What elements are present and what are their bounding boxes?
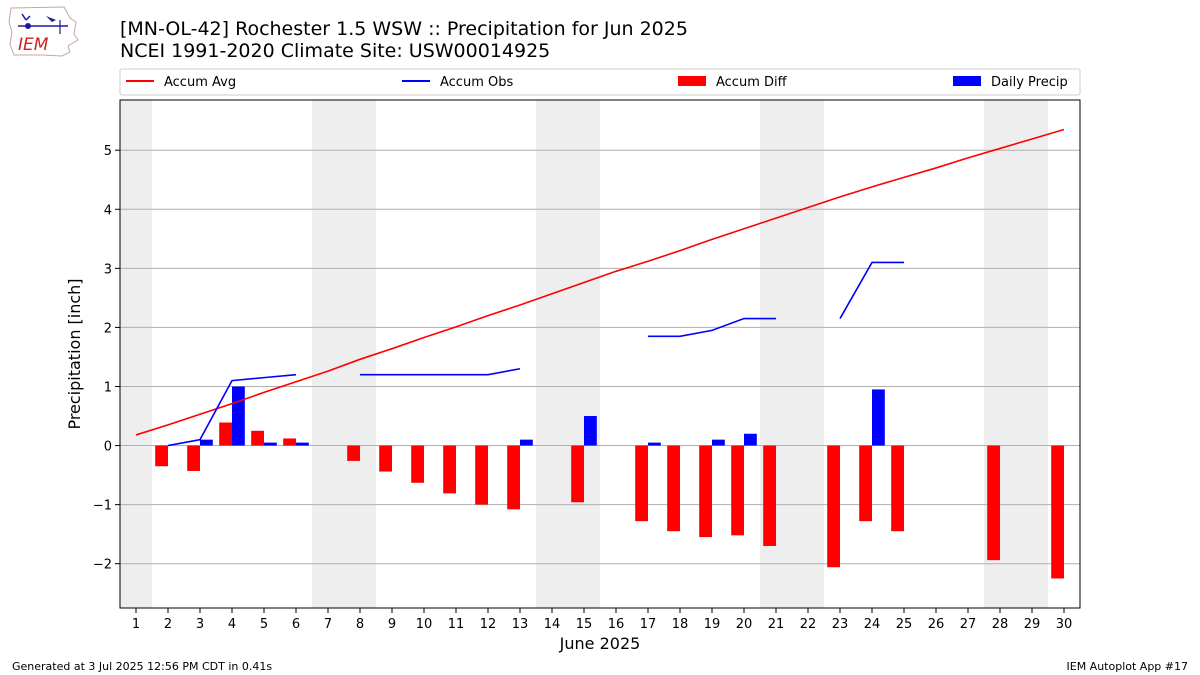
accum-diff-bar bbox=[475, 445, 488, 505]
accum-diff-bar bbox=[507, 445, 520, 510]
legend-box bbox=[119, 68, 1081, 96]
legend-label-avg: Accum Avg bbox=[164, 75, 236, 90]
x-tick-label: 6 bbox=[292, 617, 300, 632]
accum-obs-line bbox=[360, 367, 521, 376]
y-tick-label: 3 bbox=[104, 262, 112, 277]
x-tick-label: 4 bbox=[228, 617, 236, 632]
accum-diff-bar bbox=[763, 445, 776, 546]
y-tick-label: −2 bbox=[93, 558, 112, 573]
weekend-shade bbox=[120, 100, 152, 608]
chart-legend: Accum Avg Accum Obs Accum Diff Daily Precip bbox=[119, 68, 1081, 96]
x-tick-label: 19 bbox=[704, 617, 721, 632]
accum-diff-bar bbox=[987, 445, 1000, 561]
legend-label-diff: Accum Diff bbox=[716, 75, 788, 90]
accum-diff-bar bbox=[251, 430, 264, 446]
autoplot-app-label: IEM Autoplot App #17 bbox=[1066, 660, 1189, 673]
x-tick-label: 15 bbox=[576, 617, 593, 632]
x-tick-label: 10 bbox=[416, 617, 433, 632]
x-tick-label: 17 bbox=[640, 617, 657, 632]
accum-diff-bar bbox=[379, 445, 392, 472]
x-tick-label: 26 bbox=[928, 617, 945, 632]
accum-diff-bar bbox=[827, 445, 840, 568]
plot-frame bbox=[119, 99, 1081, 609]
daily-precip-bar bbox=[872, 389, 885, 446]
daily-precip-bar bbox=[264, 442, 277, 446]
y-axis-label: Precipitation [inch] bbox=[65, 278, 84, 429]
x-tick-label: 21 bbox=[768, 617, 785, 632]
daily-precip-bar bbox=[520, 439, 533, 446]
daily-precip-bar bbox=[200, 439, 213, 446]
daily-precip-bar bbox=[648, 442, 661, 446]
accum-diff-bar bbox=[731, 445, 744, 536]
accum-diff-bar bbox=[1051, 445, 1064, 579]
x-tick-label: 13 bbox=[512, 617, 529, 632]
chart-title-line1: [MN-OL-42] Rochester 1.5 WSW :: Precipit… bbox=[120, 18, 688, 40]
accum-diff-bar bbox=[443, 445, 456, 494]
x-axis-label: June 2025 bbox=[559, 634, 641, 653]
accum-diff-bar bbox=[187, 445, 200, 471]
x-tick-label: 24 bbox=[864, 617, 881, 632]
x-tick-label: 27 bbox=[960, 617, 977, 632]
daily-precip-bar bbox=[584, 416, 597, 446]
accum-diff-bar bbox=[891, 445, 904, 532]
x-tick-label: 16 bbox=[608, 617, 625, 632]
daily-precip-bar bbox=[296, 442, 309, 446]
legend-swatch-diff bbox=[678, 76, 706, 86]
iem-logo: IEM bbox=[8, 6, 79, 57]
y-tick-label: 5 bbox=[104, 144, 112, 159]
daily-precip-bar bbox=[712, 439, 725, 446]
x-tick-label: 1 bbox=[132, 617, 140, 632]
accum-obs-line bbox=[648, 317, 776, 338]
x-tick-label: 29 bbox=[1024, 617, 1041, 632]
daily-precip-bar bbox=[232, 386, 245, 446]
weekend-shade bbox=[536, 100, 600, 608]
accum-avg-line bbox=[135, 128, 1065, 436]
accum-obs-line bbox=[839, 261, 904, 319]
x-tick-label: 18 bbox=[672, 617, 689, 632]
svg-text:IEM: IEM bbox=[18, 35, 49, 55]
x-tick-label: 20 bbox=[736, 617, 753, 632]
x-tick-label: 3 bbox=[196, 617, 204, 632]
accum-diff-bar bbox=[155, 445, 168, 467]
x-tick-label: 14 bbox=[544, 617, 561, 632]
chart-title: [MN-OL-42] Rochester 1.5 WSW :: Precipit… bbox=[120, 18, 688, 62]
x-tick-label: 8 bbox=[356, 617, 364, 632]
generated-timestamp: Generated at 3 Jul 2025 12:56 PM CDT in … bbox=[12, 660, 273, 673]
chart-title-line2: NCEI 1991-2020 Climate Site: USW00014925 bbox=[120, 40, 551, 62]
x-tick-label: 7 bbox=[324, 617, 332, 632]
x-tick-label: 22 bbox=[800, 617, 817, 632]
accum-diff-bar bbox=[699, 445, 712, 538]
accum-diff-bar bbox=[635, 445, 648, 522]
y-tick-label: 0 bbox=[104, 440, 112, 455]
daily-precip-bar bbox=[744, 433, 757, 446]
x-tick-label: 12 bbox=[480, 617, 497, 632]
legend-swatch-daily bbox=[953, 76, 981, 86]
accum-diff-bar bbox=[859, 445, 872, 522]
accum-diff-bar bbox=[219, 422, 232, 446]
y-tick-label: −1 bbox=[93, 499, 112, 514]
accum-diff-bar bbox=[347, 445, 360, 461]
legend-label-obs: Accum Obs bbox=[440, 75, 513, 90]
x-tick-label: 23 bbox=[832, 617, 849, 632]
x-tick-label: 30 bbox=[1056, 617, 1073, 632]
accum-diff-bar bbox=[571, 445, 584, 503]
accum-obs-line bbox=[167, 373, 297, 447]
weekend-shade bbox=[312, 100, 376, 608]
legend-label-daily: Daily Precip bbox=[991, 75, 1068, 90]
x-tick-label: 2 bbox=[164, 617, 172, 632]
x-tick-label: 25 bbox=[896, 617, 913, 632]
y-tick-label: 1 bbox=[104, 380, 112, 395]
accum-diff-bar bbox=[667, 445, 680, 532]
x-tick-label: 11 bbox=[448, 617, 465, 632]
x-tick-label: 5 bbox=[260, 617, 268, 632]
accum-diff-bar bbox=[411, 445, 424, 483]
x-tick-label: 9 bbox=[388, 617, 396, 632]
y-tick-label: 4 bbox=[104, 203, 112, 218]
accum-diff-bar bbox=[283, 438, 296, 446]
y-tick-label: 2 bbox=[104, 321, 112, 336]
x-tick-label: 28 bbox=[992, 617, 1009, 632]
